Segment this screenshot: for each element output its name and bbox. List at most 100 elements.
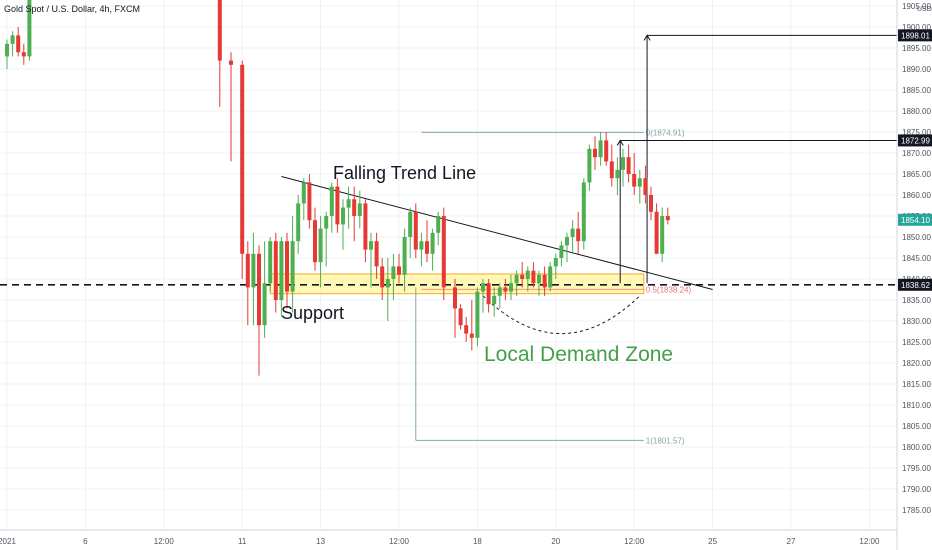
candle-body [598, 140, 603, 158]
demand-zone-layer [269, 273, 645, 295]
trend-lines-layer [0, 34, 897, 334]
candle-body [509, 283, 513, 292]
time-tick-label: 12:00 [389, 537, 410, 546]
candle-body [576, 228, 581, 242]
price-tick-label: 1870.00 [902, 149, 931, 158]
price-tick-label: 1790.00 [902, 485, 931, 494]
candle-body [374, 241, 379, 267]
candle-body [229, 60, 233, 65]
local-demand-zone-label: Local Demand Zone [484, 343, 674, 366]
time-tick-label: 12:00 [624, 537, 645, 546]
candle-body [609, 161, 614, 179]
candle-body [324, 216, 329, 229]
price-tick-label: 1875.00 [902, 128, 931, 137]
candle-body [593, 148, 597, 158]
target-2-path [646, 34, 897, 284]
fib-layer: 0(1874.91) 1(1801.57) 0.5(1838.24) [415, 128, 692, 445]
candle-body [514, 274, 519, 284]
candle-body [329, 186, 334, 216]
fib-level-0-5-label: 0.5(1838.24) [646, 285, 692, 294]
candle-body [425, 241, 429, 254]
fib-level-1-label: 1(1801.57) [646, 436, 685, 445]
price-tick-label: 1865.00 [902, 170, 931, 179]
price-label-box [898, 134, 932, 147]
price-tick-label: 1890.00 [902, 65, 931, 74]
candle-body [503, 287, 508, 292]
candle-body [458, 308, 463, 326]
candle-body [257, 253, 261, 326]
candle-body [346, 199, 351, 208]
candle-body [520, 274, 525, 279]
candle-body [587, 148, 592, 183]
candle-body [660, 216, 665, 254]
candle-body [497, 287, 502, 296]
price-tick-label: 1810.00 [902, 401, 931, 410]
time-tick-label: 12:00 [154, 537, 175, 546]
time-tick-label: 12:00 [859, 537, 880, 546]
candle-body [21, 52, 26, 57]
price-label: 1872.99 [901, 136, 930, 145]
demand-zone-arc [482, 295, 641, 334]
time-tick-label: 2021 [0, 537, 16, 546]
candle-body [542, 274, 547, 288]
candle-body [486, 283, 491, 305]
candle-body [464, 325, 469, 334]
time-tick-label: 13 [316, 537, 325, 546]
candle-body [240, 64, 245, 254]
candle-body [604, 140, 609, 162]
candle-body [469, 333, 474, 338]
candle-body [537, 274, 541, 284]
price-tick-label: 1845.00 [902, 254, 931, 263]
candle-body [565, 237, 569, 246]
candle-body [548, 266, 553, 288]
price-axis: 1785.00 1790.00 1795.00 1800.00 1805.00 1810.… [896, 0, 932, 550]
candle-body [380, 266, 385, 288]
price-tick-label: 1835.00 [902, 296, 931, 305]
candle-body [313, 220, 317, 263]
candle-body [279, 241, 284, 300]
price-tick-label: 1895.00 [902, 44, 931, 53]
candle-body [16, 35, 21, 53]
candle-body [363, 203, 368, 250]
time-tick-label: 27 [787, 537, 796, 546]
time-tick-label: 18 [473, 537, 482, 546]
candle-body [413, 211, 418, 250]
candle-body [402, 237, 407, 275]
price-tick-label: 1885.00 [902, 86, 931, 95]
candle-body [665, 216, 670, 221]
candle-body [307, 182, 312, 221]
price-tick-label: 1815.00 [902, 380, 931, 389]
candle-body [318, 228, 323, 263]
support-label: Support [281, 303, 345, 323]
candle-body [217, 0, 222, 61]
price-tick-label: 1830.00 [902, 317, 931, 326]
price-tick-label: 1860.00 [902, 191, 931, 200]
candle-body [369, 241, 373, 250]
candle-body [391, 266, 396, 279]
price-label-box [898, 213, 932, 226]
time-tick-label: 25 [708, 537, 717, 546]
target-2-arrowhead [643, 34, 651, 41]
time-tick-label: 11 [238, 537, 247, 546]
candle-body [262, 283, 267, 326]
candle-body [481, 283, 485, 292]
candle-body [357, 203, 362, 216]
candle-body [397, 266, 401, 275]
candle-body [621, 157, 625, 170]
falling-trend-line-label: Falling Trend Line [333, 163, 477, 183]
price-tick-label: 1785.00 [902, 506, 931, 515]
time-tick-label: 6 [83, 537, 88, 546]
candles-layer [5, 0, 670, 376]
candle-body [525, 270, 530, 279]
candle-body [335, 186, 340, 225]
candle-body [453, 287, 457, 309]
candle-body [626, 157, 631, 174]
symbol-title: Gold Spot / U.S. Dollar, 4h, FXCM [4, 4, 141, 14]
fib-level-0-label: 0(1874.91) [646, 128, 685, 137]
candle-body [531, 270, 536, 284]
candle-body [27, 0, 32, 57]
candle-body [441, 216, 446, 288]
candle-body [296, 203, 301, 242]
candle-body [268, 241, 273, 284]
